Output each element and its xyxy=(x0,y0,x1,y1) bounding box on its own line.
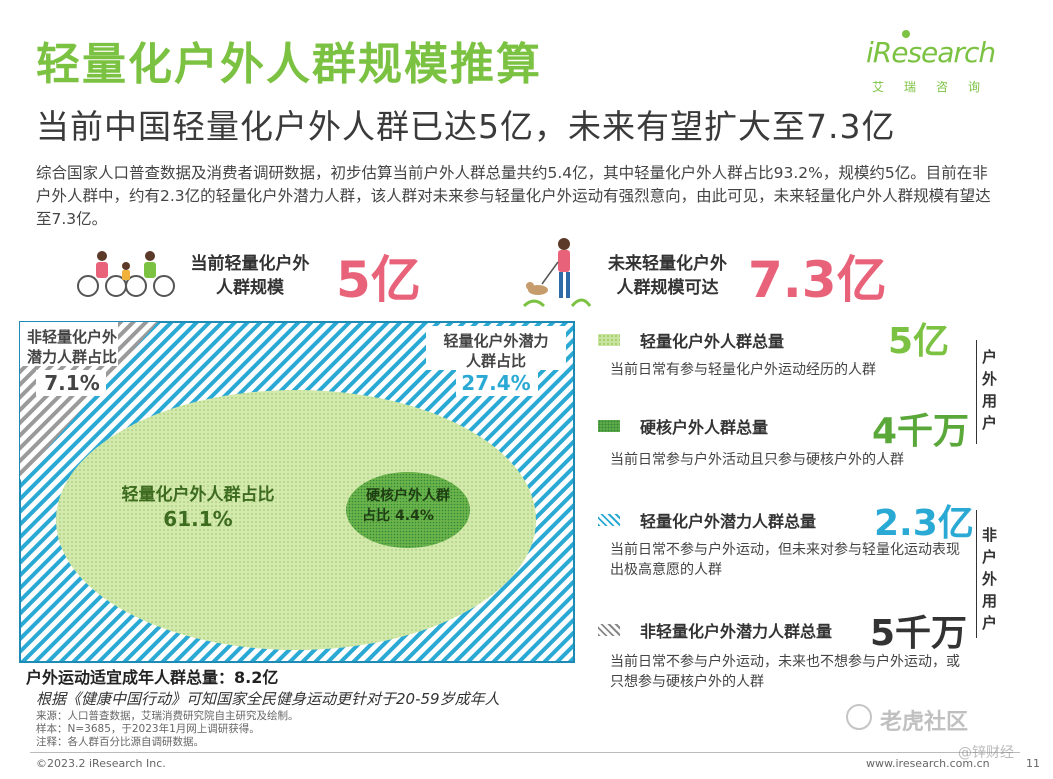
non-light-swatch xyxy=(598,624,620,636)
sample-line: 样本：N=3685，于2023年1月网上调研获得。 xyxy=(36,723,260,735)
legend-desc-light: 当前日常有参与轻量化户外运动经历的人群 xyxy=(610,362,876,378)
non-light-label-2: 潜力人群占比 xyxy=(27,348,117,366)
hardcore-label: 硬核户外人群 xyxy=(366,487,450,504)
logo-dot-icon xyxy=(902,30,910,38)
dog-walker-icon xyxy=(522,238,592,308)
light-pct: 61.1% xyxy=(163,507,232,531)
current-scale-label: 当前轻量化户外人群规模 xyxy=(190,254,310,298)
iresearch-logo: iResearch 艾瑞咨询 xyxy=(866,30,1016,100)
footer-divider xyxy=(30,752,1020,753)
cyclists-icon xyxy=(77,251,175,297)
legend-name-light: 轻量化户外人群总量 xyxy=(640,332,785,351)
non-outdoor-users-bracket: 非户外用户 xyxy=(976,510,998,638)
note-line: 注释：各人群百分比源自调研数据。 xyxy=(36,736,204,748)
website-link[interactable]: www.iresearch.com.cn xyxy=(866,757,990,770)
non-light-label-1: 非轻量化户外 xyxy=(27,328,117,346)
legend-value-potential: 2.3亿 xyxy=(874,503,974,544)
intro-paragraph: 综合国家人口普查数据及消费者调研数据，初步估算当前户外人群总量共约5.4亿，其中… xyxy=(36,164,991,228)
logo-main-text: iResearch xyxy=(866,36,996,69)
copyright: ©2023.2 iResearch Inc. xyxy=(36,757,166,770)
light-potential-label-bg xyxy=(426,326,566,370)
outdoor-users-label: 户外用户 xyxy=(981,348,997,432)
watermark-text-2: @锌财经 xyxy=(958,745,1014,761)
total-population-label: 户外运动适宜成年人群总量：8.2亿 xyxy=(26,668,279,687)
light-potential-pct-bg xyxy=(456,370,538,396)
light-swatch xyxy=(598,334,620,346)
hardcore-swatch xyxy=(598,420,620,432)
potential-swatch xyxy=(598,514,620,526)
light-potential-label-2: 人群占比 xyxy=(466,352,526,370)
legend-value-light: 5亿 xyxy=(888,321,950,362)
page-number: 11 xyxy=(1026,757,1040,770)
light-label: 轻量化户外人群占比 xyxy=(122,484,275,505)
legend-name-hardcore: 硬核户外人群总量 xyxy=(640,418,769,437)
page-title: 轻量化户外人群规模推算 xyxy=(36,39,542,90)
future-scale-value: 7.3亿 xyxy=(748,251,887,309)
light-potential-label-1: 轻量化户外潜力 xyxy=(443,332,548,350)
logo-sub-text: 艾瑞咨询 xyxy=(872,80,1001,94)
non-light-pct-bg xyxy=(36,370,106,396)
page-subtitle: 当前中国轻量化户外人群已达5亿，未来有望扩大至7.3亿 xyxy=(36,107,896,146)
light-potential-pct: 27.4% xyxy=(461,371,530,395)
non-light-label-bg xyxy=(20,322,118,366)
non-outdoor-users-label: 非户外用户 xyxy=(981,526,997,632)
non-light-pct: 7.1% xyxy=(44,371,99,395)
hardcore-label-2: 占比 4.4% xyxy=(362,507,434,524)
legend-desc-hardcore: 当前日常参与户外活动且只参与硬核户外的人群 xyxy=(610,452,904,468)
current-scale-value: 5亿 xyxy=(336,251,421,309)
source-line: 来源：人口普查数据，艾瑞消费研究院自主研究及绘制。 xyxy=(36,710,299,722)
watermark-logo-icon xyxy=(846,704,872,730)
legend-name-non-light: 非轻量化户外潜力人群总量 xyxy=(640,622,833,641)
future-scale-label: 未来轻量化户外人群规模可达 xyxy=(608,254,727,298)
outdoor-users-bracket: 户外用户 xyxy=(976,340,998,444)
hardcore-ellipse xyxy=(346,472,470,548)
legend-name-potential: 轻量化户外潜力人群总量 xyxy=(640,512,817,531)
legend-desc-non-light: 当前日常不参与户外运动，未来也不想参与户外运动，或只想参与硬核户外的人群 xyxy=(610,654,960,690)
source-notes: 来源：人口普查数据，艾瑞消费研究院自主研究及绘制。 样本：N=3685，于202… xyxy=(36,710,299,749)
light-ellipse xyxy=(56,390,536,650)
age-note: 根据《健康中国行动》可知国家全民健身运动更针对于20-59岁成年人 xyxy=(36,690,500,708)
legend-desc-potential: 当前日常不参与户外运动，但未来对参与轻量化运动表现出极高意愿的人群 xyxy=(610,542,960,578)
legend-value-non-light: 5千万 xyxy=(870,613,968,654)
legend-value-hardcore: 4千万 xyxy=(872,411,970,452)
population-proportion-diagram: 非轻量化户外 潜力人群占比 7.1% 轻量化户外潜力 人群占比 27.4% 轻量… xyxy=(19,321,575,663)
watermark-text: 老虎社区 xyxy=(880,710,969,735)
